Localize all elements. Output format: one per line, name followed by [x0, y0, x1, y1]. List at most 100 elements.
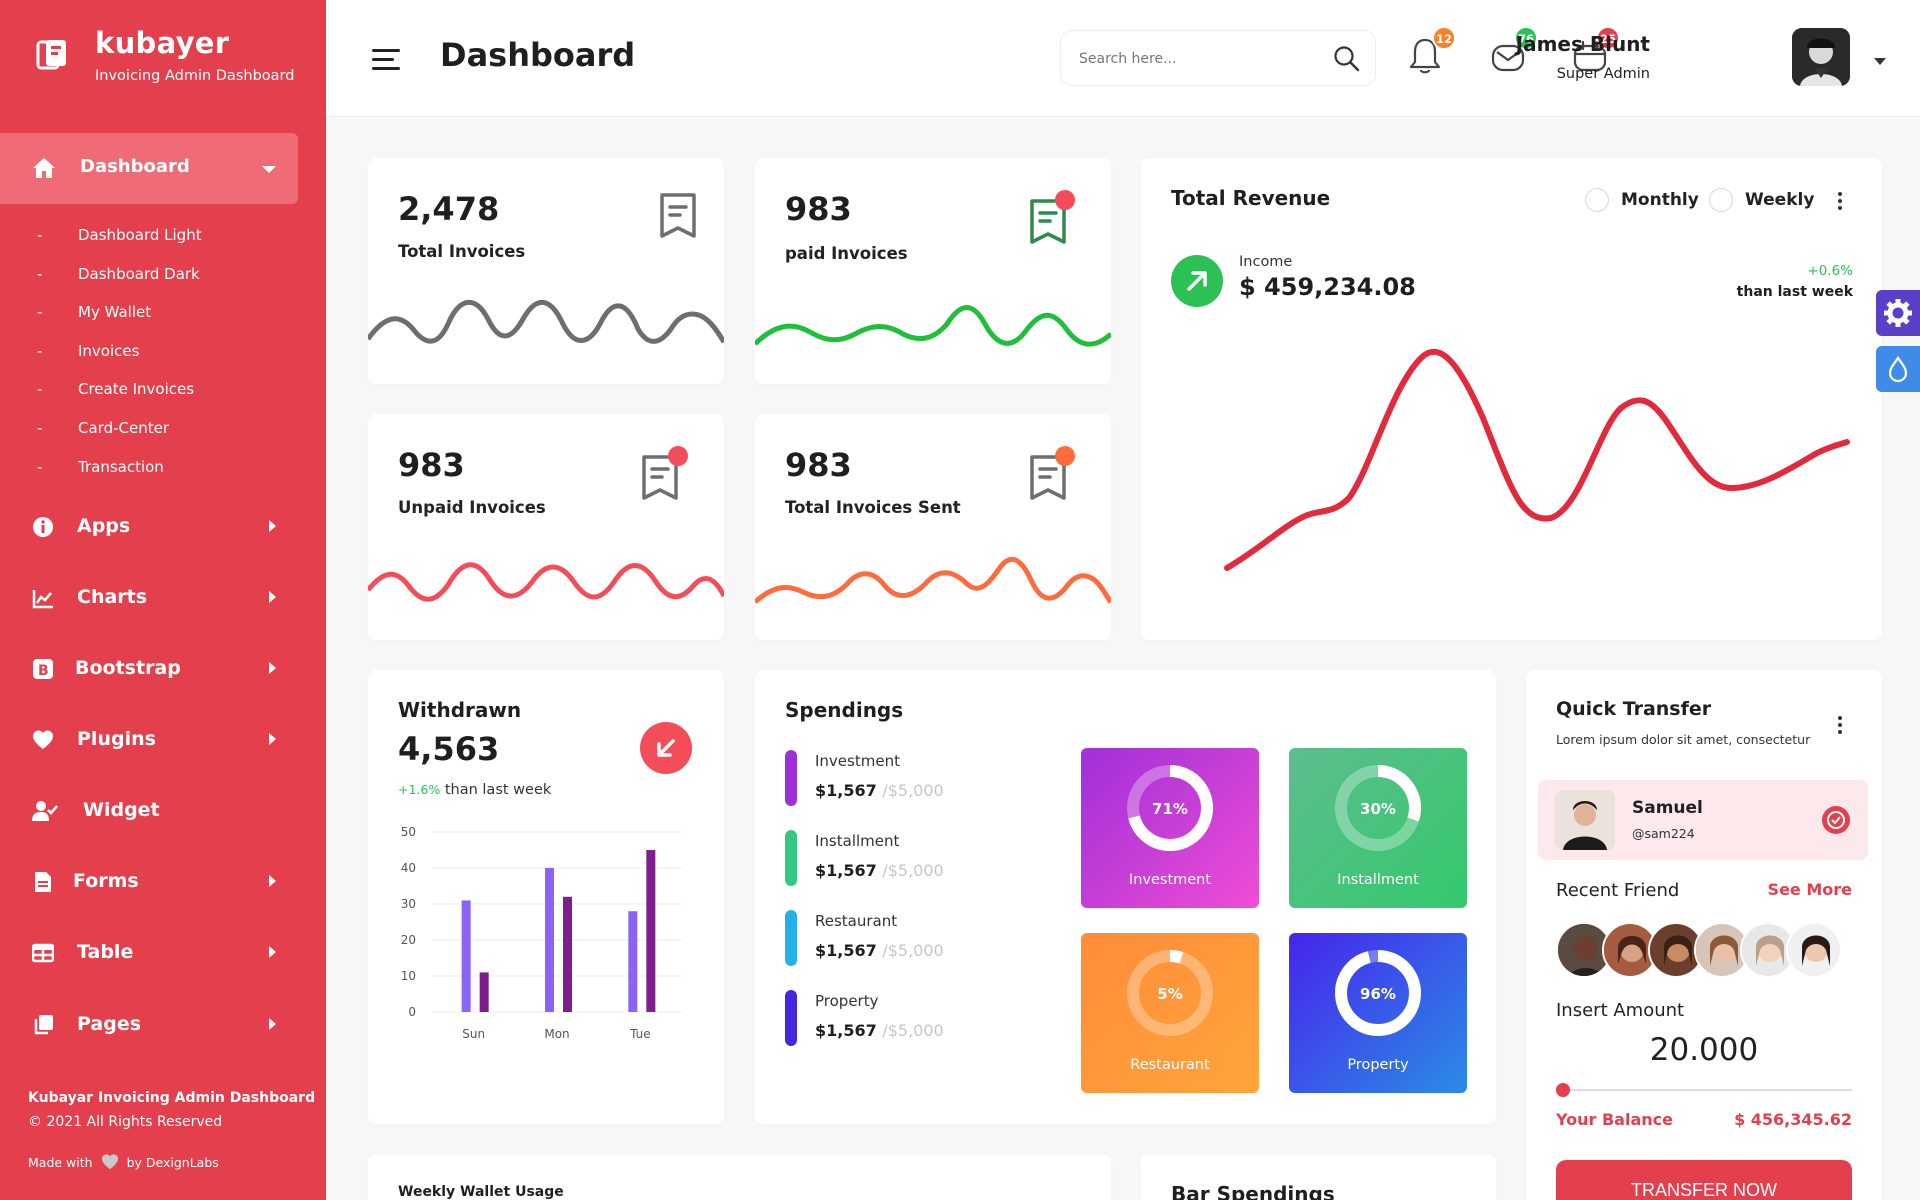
stat-card-paid-invoices: 983 paid Invoices [755, 158, 1111, 384]
withdrawn-change-label: than last week [440, 782, 552, 798]
avatar[interactable] [1792, 28, 1850, 86]
transfer-now-button[interactable]: TRANSFER NOW [1556, 1160, 1852, 1200]
revenue-title: Total Revenue [1171, 186, 1331, 210]
bar[interactable] [563, 896, 572, 1012]
sidebar-subitem[interactable]: - Create Invoices [37, 374, 297, 404]
mail-icon [1491, 44, 1525, 72]
search-input[interactable] [1079, 47, 1309, 71]
sidebar-item-pages[interactable]: Pages [0, 1000, 326, 1050]
radio-weekly[interactable]: Weekly [1709, 188, 1814, 212]
spending-value: $1,567 [815, 941, 877, 960]
user-name[interactable]: James Blunt [1515, 32, 1650, 56]
spending-tile-restaurant[interactable]: 5% Restaurant [1081, 933, 1259, 1093]
sidebar-item-table[interactable]: Table [0, 928, 326, 978]
sidebar-subitem-label: Dashboard Light [78, 226, 202, 244]
spending-value: $1,567 [815, 1021, 877, 1040]
stat-label: Total Invoices [398, 242, 526, 261]
selected-contact[interactable]: Samuel @sam224 [1538, 780, 1868, 860]
bar[interactable] [461, 900, 471, 1012]
friend-avatar[interactable] [1602, 922, 1658, 978]
friend-avatar[interactable] [1648, 922, 1704, 978]
hamburger-menu-icon[interactable] [372, 49, 400, 71]
spending-value: $1,567 [815, 781, 877, 800]
sidebar-item-bootstrap[interactable]: B Bootstrap [0, 644, 326, 694]
stat-card-total-invoices: 2,478 Total Invoices [368, 158, 724, 384]
gear-icon [1884, 299, 1912, 327]
sidebar-item-label: Pages [77, 1013, 142, 1035]
income-value: $ 459,234.08 [1239, 273, 1416, 301]
spending-tile-installment[interactable]: 30% Installment [1289, 748, 1467, 908]
dash-icon: - [37, 226, 43, 244]
slider-track [1556, 1089, 1852, 1091]
bar[interactable] [646, 850, 656, 1012]
heart-icon [33, 730, 53, 749]
more-options-icon[interactable] [1837, 190, 1843, 212]
see-more-link[interactable]: See More [1767, 880, 1852, 899]
svg-text:B: B [38, 663, 49, 679]
calendar-button[interactable]: 25 [1572, 26, 1620, 80]
brand-tagline: Invoicing Admin Dashboard [95, 68, 295, 84]
caret-right-icon [269, 875, 276, 887]
sidebar-subitem-label: Card-Center [78, 419, 169, 437]
sidebar-subitem[interactable]: - Card-Center [37, 413, 297, 443]
withdrawn-bar-chart: 0 10 20 30 40 50 Sun Mon Tue [401, 825, 682, 1041]
sidebar-item-label: Bootstrap [75, 657, 181, 679]
chevron-down-icon[interactable] [1874, 58, 1886, 65]
more-options-icon[interactable] [1837, 714, 1843, 736]
radio-circle [1709, 188, 1733, 212]
withdrawn-card: Withdrawn 4,563 +1.6% than last week 0 10… [368, 670, 724, 1124]
bar[interactable] [628, 911, 638, 1012]
sidebar-item-label: Plugins [77, 728, 156, 750]
dash-icon: - [37, 458, 43, 476]
sidebar-subitem[interactable]: - Dashboard Light [37, 220, 297, 250]
info-icon [33, 517, 53, 537]
sidebar-item-apps[interactable]: Apps [0, 502, 326, 552]
amount-slider[interactable] [1556, 1080, 1852, 1100]
y-tick-label: 10 [401, 969, 416, 983]
y-tick-label: 0 [408, 1005, 416, 1019]
revenue-change-label: than last week [1736, 284, 1853, 300]
progress-ring [1127, 765, 1213, 851]
stat-value: 983 [785, 190, 852, 228]
sidebar-subitem[interactable]: - Dashboard Dark [37, 259, 297, 289]
insert-amount-label: Insert Amount [1556, 1000, 1685, 1021]
revenue-card: Total Revenue Monthly Weekly Income $ 45… [1141, 158, 1882, 640]
spending-tile-investment[interactable]: 71% Investment [1081, 748, 1259, 908]
search-icon[interactable] [1333, 45, 1361, 73]
radio-circle [1585, 188, 1609, 212]
notifications-button[interactable]: 12 [1408, 26, 1456, 80]
sidebar-subitem-label: Transaction [78, 458, 164, 476]
caret-right-icon [269, 733, 276, 745]
theme-float-button[interactable] [1876, 346, 1920, 392]
sidebar-subitem-label: My Wallet [78, 303, 152, 321]
amount-input[interactable]: 20.000 [1649, 1032, 1759, 1068]
slider-handle[interactable] [1556, 1083, 1570, 1097]
dash-icon: - [37, 303, 43, 321]
friend-avatar[interactable] [1740, 922, 1796, 978]
sidebar-subitem[interactable]: - My Wallet [37, 297, 297, 327]
balance-label: Your Balance [1556, 1110, 1673, 1129]
sidebar-item-plugins[interactable]: Plugins [0, 715, 326, 765]
stat-label: Unpaid Invoices [398, 498, 546, 517]
messages-button[interactable]: 76 [1490, 26, 1538, 80]
radio-monthly[interactable]: Monthly [1585, 188, 1699, 212]
sidebar-item-dashboard[interactable]: Dashboard [0, 133, 298, 204]
weekly-wallet-title: Weekly Wallet Usage [398, 1184, 564, 1200]
sidebar-item-widget[interactable]: Widget [0, 786, 326, 836]
spending-tile-property[interactable]: 96% Property [1289, 933, 1467, 1093]
dash-icon: - [37, 342, 43, 360]
sidebar-item-forms[interactable]: Forms [0, 857, 326, 907]
footer-by: by DexignLabs [126, 1154, 219, 1170]
progress-ring [1335, 765, 1421, 851]
friend-avatar[interactable] [1786, 922, 1842, 978]
spending-total: /$5,000 [882, 941, 944, 960]
settings-float-button[interactable] [1876, 290, 1920, 336]
sidebar-subitem[interactable]: - Invoices [37, 336, 297, 366]
bar[interactable] [479, 972, 489, 1012]
sidebar-item-charts[interactable]: Charts [0, 573, 326, 623]
spending-color-bar [785, 910, 797, 966]
stat-card-invoices-sent: 983 Total Invoices Sent [755, 414, 1111, 640]
spending-color-bar [785, 990, 797, 1046]
sidebar-subitem[interactable]: - Transaction [37, 452, 297, 482]
bar[interactable] [545, 868, 554, 1012]
